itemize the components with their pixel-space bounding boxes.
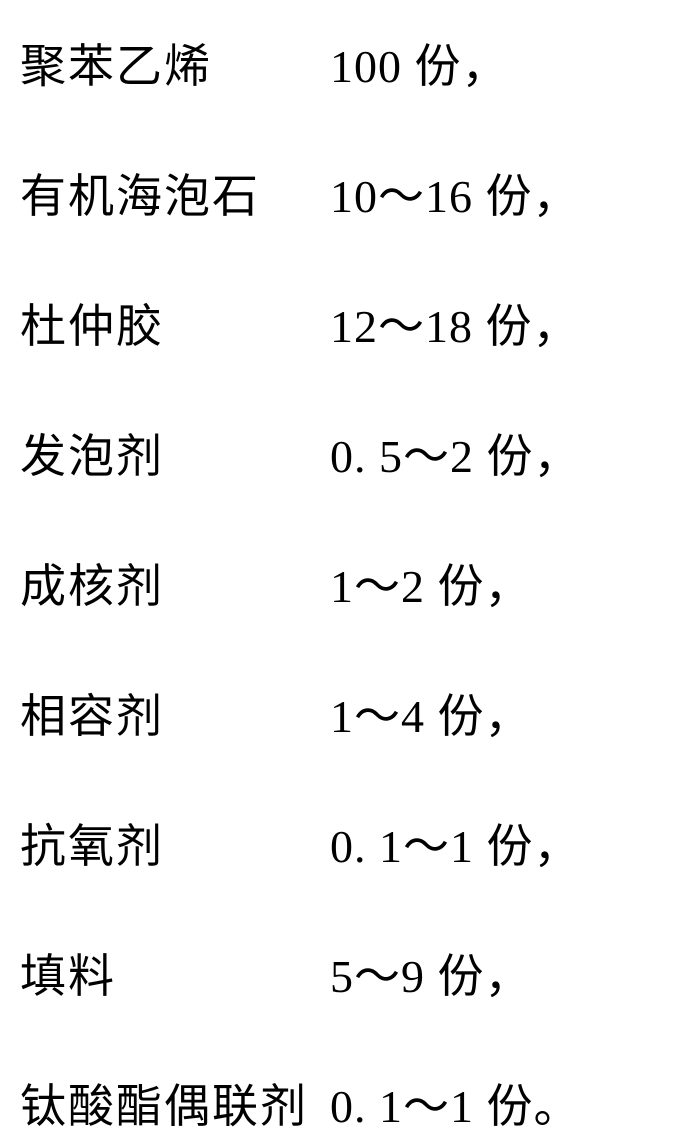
ingredient-name: 抗氧剂 [20, 810, 330, 876]
ingredient-name: 相容剂 [20, 680, 330, 746]
composition-row: 聚苯乙烯 100 份， [20, 30, 680, 96]
composition-row: 杜仲胶 12～18 份， [20, 290, 680, 356]
composition-row: 抗氧剂 0. 1～1 份， [20, 810, 680, 876]
ingredient-amount: 12～18 份， [330, 290, 580, 356]
composition-row: 成核剂 1～2 份， [20, 550, 680, 616]
ingredient-amount: 0. 5～2 份， [330, 420, 581, 486]
ingredient-amount: 1～2 份， [330, 550, 532, 616]
ingredient-name: 填料 [20, 940, 330, 1006]
composition-row: 填料 5～9 份， [20, 940, 680, 1006]
composition-row: 钛酸酯偶联剂 0. 1～1 份。 [20, 1070, 680, 1136]
ingredient-amount: 100 份， [330, 30, 509, 96]
composition-row: 发泡剂 0. 5～2 份， [20, 420, 680, 486]
composition-row: 有机海泡石 10～16 份， [20, 160, 680, 226]
ingredient-name: 发泡剂 [20, 420, 330, 486]
composition-row: 相容剂 1～4 份， [20, 680, 680, 746]
ingredient-amount: 10～16 份， [330, 160, 580, 226]
composition-list: 聚苯乙烯 100 份， 有机海泡石 10～16 份， 杜仲胶 12～18 份， … [20, 30, 680, 1136]
ingredient-amount: 5～9 份， [330, 940, 532, 1006]
ingredient-name: 钛酸酯偶联剂 [20, 1070, 330, 1136]
ingredient-name: 有机海泡石 [20, 160, 330, 226]
ingredient-amount: 1～4 份， [330, 680, 532, 746]
ingredient-amount: 0. 1～1 份。 [330, 1070, 581, 1136]
ingredient-name: 成核剂 [20, 550, 330, 616]
ingredient-amount: 0. 1～1 份， [330, 810, 581, 876]
ingredient-name: 杜仲胶 [20, 290, 330, 356]
ingredient-name: 聚苯乙烯 [20, 30, 330, 96]
